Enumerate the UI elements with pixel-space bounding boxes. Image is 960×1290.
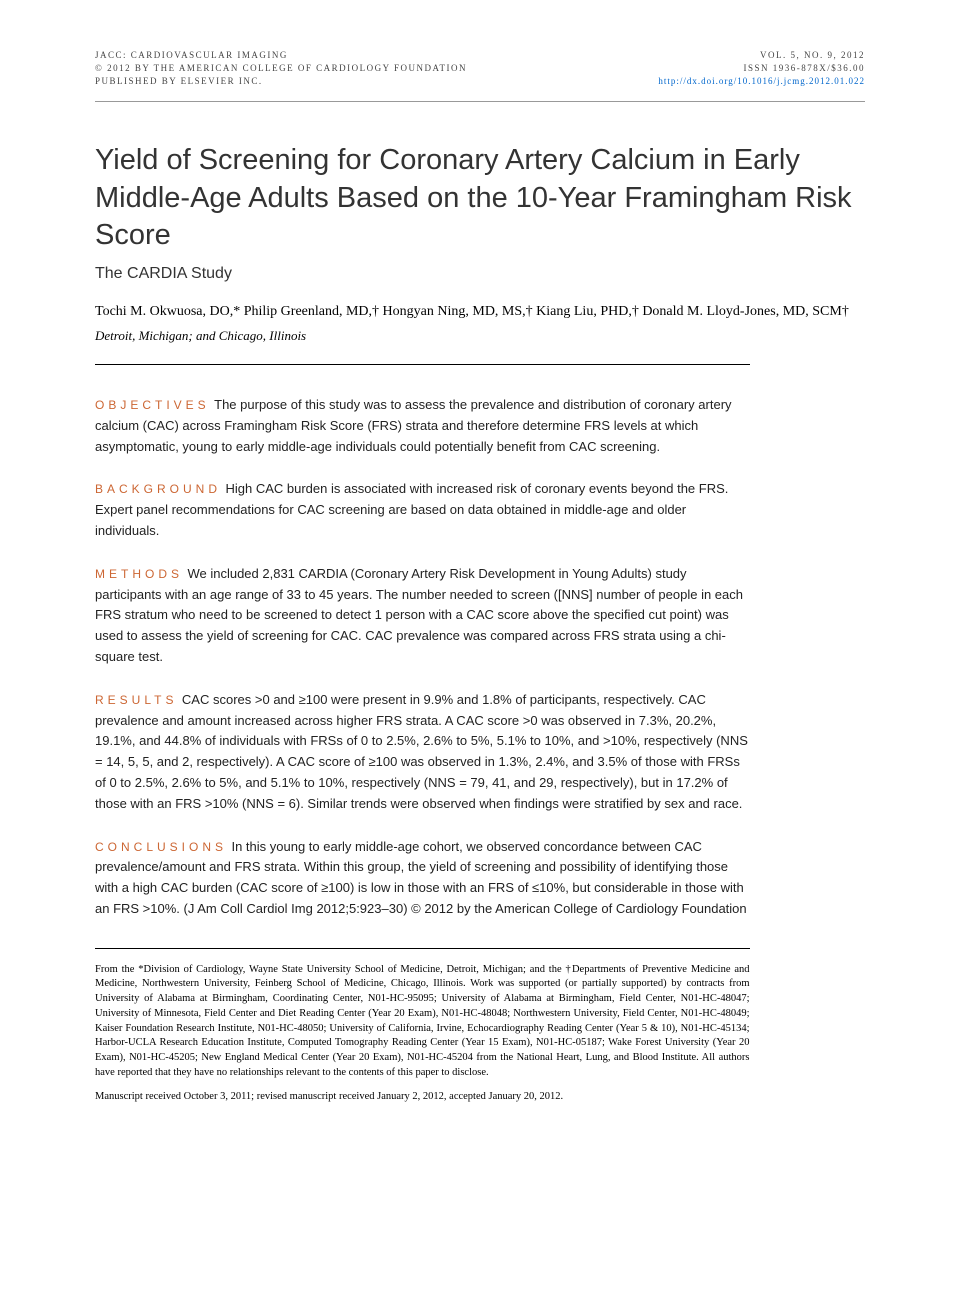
volume-info: VOL. 5, NO. 9, 2012	[760, 50, 865, 60]
abstract-methods: METHODS We included 2,831 CARDIA (Corona…	[95, 564, 750, 668]
background-label: BACKGROUND	[95, 482, 221, 496]
author-affiliation: Detroit, Michigan; and Chicago, Illinois	[95, 328, 865, 344]
publisher-info: PUBLISHED BY ELSEVIER INC.	[95, 76, 263, 86]
methods-label: METHODS	[95, 567, 183, 581]
issn-info: ISSN 1936-878X/$36.00	[743, 63, 865, 73]
author-list: Tochi M. Okwuosa, DO,* Philip Greenland,…	[95, 301, 865, 322]
journal-name: JACC: CARDIOVASCULAR IMAGING	[95, 50, 288, 60]
manuscript-dates: Manuscript received October 3, 2011; rev…	[95, 1090, 750, 1105]
article-subtitle: The CARDIA Study	[95, 265, 865, 283]
journal-header-row-2: © 2012 BY THE AMERICAN COLLEGE OF CARDIO…	[95, 63, 865, 73]
results-text: CAC scores >0 and ≥100 were present in 9…	[95, 692, 748, 811]
abstract-objectives: OBJECTIVES The purpose of this study was…	[95, 395, 750, 457]
article-title: Yield of Screening for Coronary Artery C…	[95, 142, 865, 255]
methods-text: We included 2,831 CARDIA (Coronary Arter…	[95, 566, 743, 664]
copyright-notice: © 2012 BY THE AMERICAN COLLEGE OF CARDIO…	[95, 63, 467, 73]
results-label: RESULTS	[95, 693, 177, 707]
abstract-divider	[95, 948, 750, 949]
abstract-background: BACKGROUND High CAC burden is associated…	[95, 479, 750, 541]
objectives-label: OBJECTIVES	[95, 398, 210, 412]
header-divider	[95, 101, 865, 102]
journal-header-row-3: PUBLISHED BY ELSEVIER INC. http://dx.doi…	[95, 76, 865, 86]
doi-link[interactable]: http://dx.doi.org/10.1016/j.jcmg.2012.01…	[658, 76, 865, 86]
abstract-conclusions: CONCLUSIONS In this young to early middl…	[95, 837, 750, 920]
author-footnote: From the *Division of Cardiology, Wayne …	[95, 963, 750, 1081]
title-divider	[95, 364, 750, 365]
journal-header-row-1: JACC: CARDIOVASCULAR IMAGING VOL. 5, NO.…	[95, 50, 865, 60]
abstract-results: RESULTS CAC scores >0 and ≥100 were pres…	[95, 690, 750, 815]
conclusions-label: CONCLUSIONS	[95, 840, 227, 854]
